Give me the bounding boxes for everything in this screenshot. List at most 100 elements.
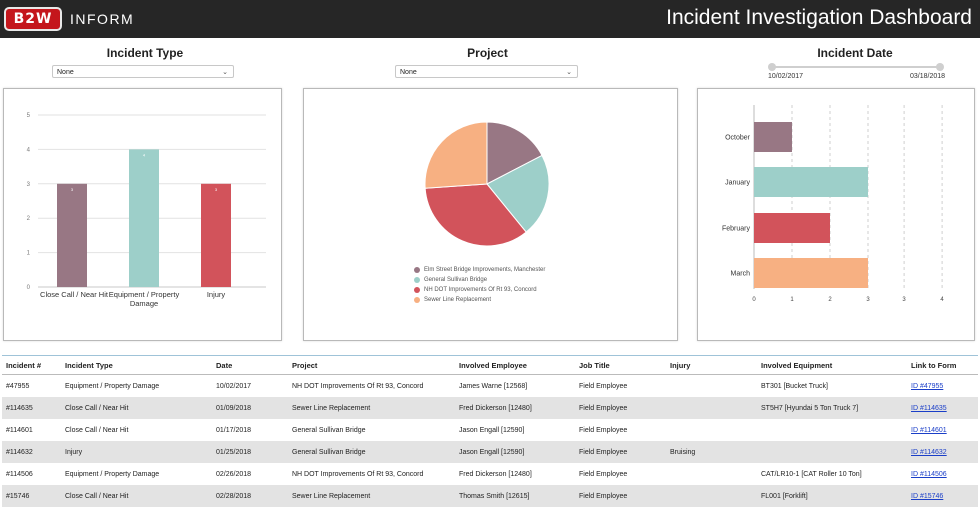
incident-type-filter-title: Incident Type — [106, 46, 184, 60]
y-tick-label: 2 — [27, 216, 31, 222]
table-cell: Field Employee — [579, 470, 628, 478]
table-cell — [666, 419, 757, 441]
column-header[interactable]: Job Title — [575, 355, 666, 375]
table-cell — [666, 485, 757, 507]
column-header[interactable]: Involved Equipment — [757, 355, 907, 375]
incident-date-filter-title: Incident Date — [817, 46, 893, 60]
form-link[interactable]: ID #114601 — [911, 426, 947, 434]
legend-label: NH DOT Improvements Of Rt 93, Concord — [424, 287, 537, 293]
table-cell: Close Call / Near Hit — [65, 426, 129, 434]
table-row: #114601 Close Call / Near Hit 01/17/2018 Ge… — [2, 419, 978, 441]
form-link[interactable]: ID #47955 — [911, 382, 944, 390]
project-pie-chart — [424, 121, 550, 247]
table-cell: 01/09/2018 — [212, 397, 288, 419]
table-cell: #114506 — [6, 470, 33, 478]
table-cell: General Sullivan Bridge — [288, 441, 455, 463]
table-cell: Thomas Smith [12615] — [455, 485, 575, 507]
table-row: #47955 Equipment / Property Damage 10/02/2… — [2, 375, 978, 398]
dashboard-title: Incident Investigation Dashboard — [666, 6, 972, 29]
table-cell: ID #114635 — [907, 397, 978, 419]
x-tick-label: 2 — [828, 297, 832, 303]
bar — [201, 183, 231, 287]
incident-type-dropdown[interactable]: None ⌄ — [52, 65, 234, 78]
y-tick-label: 5 — [27, 113, 31, 119]
pie-slice — [486, 121, 543, 185]
bar — [754, 213, 830, 243]
column-header[interactable]: Incident Type — [61, 355, 212, 375]
x-tick-label: 0 — [752, 297, 756, 303]
x-tick-label: Damage — [130, 299, 158, 308]
legend-swatch — [414, 287, 420, 293]
table-cell: NH DOT Improvements Of Rt 93, Concord — [292, 382, 424, 390]
x-tick-label: Injury — [207, 290, 226, 299]
table-cell: Sewer Line Replacement — [288, 485, 455, 507]
table-cell: Equipment / Property Damage — [65, 470, 160, 478]
bar — [129, 149, 159, 287]
date-slider-end-handle[interactable] — [936, 63, 944, 71]
column-header[interactable]: Date — [212, 355, 288, 375]
incident-type-selected: None — [57, 69, 74, 76]
table-cell: ID #47955 — [907, 375, 978, 398]
table-cell: Fred Dickerson [12480] — [455, 397, 575, 419]
table-cell: ID #114601 — [907, 419, 978, 441]
table-cell: ID #15746 — [907, 485, 978, 507]
table-row: #15746 Close Call / Near Hit 02/28/2018 Sew… — [2, 485, 978, 507]
legend-label: Sewer Line Replacement — [424, 297, 492, 303]
project-selected: None — [400, 69, 417, 76]
form-link[interactable]: ID #114632 — [911, 448, 947, 456]
column-header[interactable]: Involved Employee — [455, 355, 575, 375]
table-cell: #114632 — [2, 441, 61, 463]
date-start-label: 10/02/2017 — [768, 73, 804, 80]
table-cell: #15746 — [2, 485, 61, 507]
pie-slice — [424, 183, 527, 247]
table-cell — [666, 375, 757, 398]
table-cell — [666, 463, 757, 485]
table-cell: Field Employee — [575, 397, 666, 419]
table-cell: FL001 [Forklift] — [757, 485, 907, 507]
form-link[interactable]: ID #114635 — [911, 404, 947, 412]
table-header-row: Incident # Incident Type Date Project Involv… — [2, 355, 978, 375]
x-tick-label: 3 — [866, 297, 870, 303]
project-chart-panel: Elm Street Bridge Improvements, Manchest… — [303, 88, 678, 341]
column-header[interactable]: Injury — [666, 355, 757, 375]
legend-swatch — [414, 297, 420, 303]
x-tick-label: 1 — [790, 297, 794, 303]
y-tick-label: 0 — [27, 285, 31, 291]
x-tick-label: Close Call / Near Hit — [40, 290, 109, 299]
table-cell: Jason Engall [12590] — [459, 426, 525, 434]
table-cell: Field Employee — [579, 426, 628, 434]
table-cell — [757, 419, 907, 441]
table-cell: BT301 [Bucket Truck] — [761, 382, 828, 390]
incidents-table: Incident # Incident Type Date Project Involv… — [2, 355, 978, 507]
form-link[interactable]: ID #15746 — [911, 492, 944, 500]
table-cell: Sewer Line Replacement — [288, 397, 455, 419]
y-tick-label: October — [725, 135, 751, 142]
date-slider-start-handle[interactable] — [768, 63, 776, 71]
legend-label: General Sullivan Bridge — [424, 277, 488, 283]
date-range-slider[interactable] — [768, 63, 944, 71]
project-dropdown[interactable]: None ⌄ — [395, 65, 578, 78]
pie-slice — [424, 121, 488, 189]
incident-date-bar-chart: 0123345OctoberJanuaryFebruaryMarch — [722, 105, 980, 303]
y-tick-label: February — [722, 226, 751, 233]
legend-swatch — [414, 277, 420, 283]
bar-data-label: 3 — [215, 187, 218, 192]
project-filter-title: Project — [467, 46, 508, 60]
legend-label: Elm Street Bridge Improvements, Manchest… — [424, 267, 546, 273]
column-header[interactable]: Project — [288, 355, 455, 375]
table-cell: Fred Dickerson [12480] — [459, 470, 532, 478]
y-tick-label: March — [731, 271, 751, 278]
table-cell: ST5H7 [Hyundai 5 Ton Truck 7] — [757, 397, 907, 419]
column-header[interactable]: Incident # — [2, 355, 61, 375]
table-cell: ID #114632 — [907, 441, 978, 463]
form-link[interactable]: ID #114506 — [911, 470, 947, 478]
logo-text: B2W — [13, 11, 53, 27]
table-cell: James Warne [12568] — [459, 382, 528, 390]
legend-item: Elm Street Bridge Improvements, Manchest… — [414, 265, 545, 275]
column-header[interactable]: Link to Form — [907, 355, 978, 375]
table-cell: Equipment / Property Damage — [65, 382, 160, 390]
table-cell: ID #114506 — [907, 463, 978, 485]
x-tick-label: Equipment / Property — [109, 290, 180, 299]
bar — [754, 122, 792, 152]
table-row: #114506 Equipment / Property Damage 02/26/… — [2, 463, 978, 485]
